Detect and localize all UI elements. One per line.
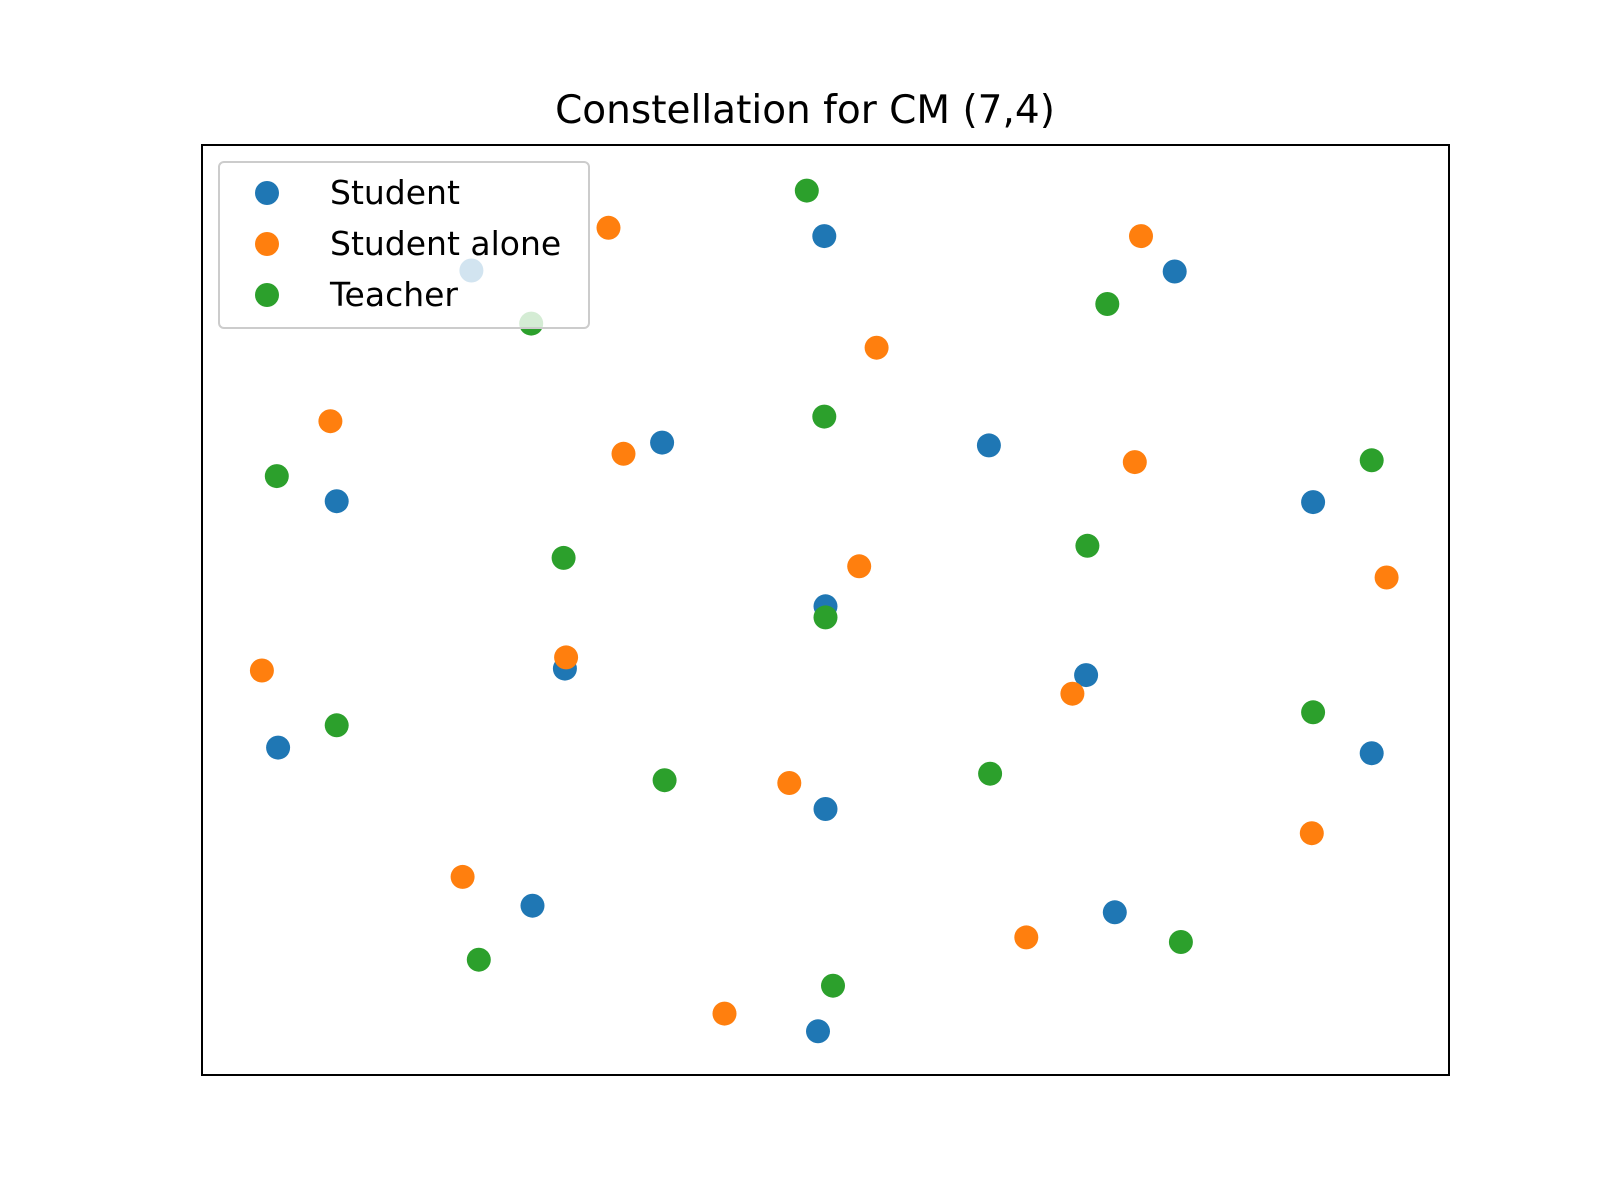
point-series-1-13 (450, 864, 475, 889)
point-series-0-11 (1359, 741, 1384, 766)
point-series-0-2 (1162, 259, 1187, 284)
point-series-2-7 (551, 545, 576, 570)
legend-box (218, 161, 590, 329)
point-series-0-4 (976, 433, 1001, 458)
legend-label-0: Student (330, 173, 460, 212)
point-series-1-5 (1122, 450, 1147, 475)
point-series-0-5 (324, 489, 349, 514)
point-series-1-15 (712, 1001, 737, 1026)
legend-label-1: Student alone (330, 224, 561, 263)
point-series-2-11 (652, 768, 677, 793)
point-series-1-14 (1014, 925, 1039, 950)
point-series-2-4 (1359, 448, 1384, 473)
point-series-2-0 (794, 178, 819, 203)
point-series-0-12 (813, 797, 838, 821)
legend-marker-2 (255, 283, 279, 307)
point-series-1-9 (249, 658, 274, 683)
legend-marker-0 (255, 181, 279, 205)
point-series-2-14 (1168, 930, 1193, 954)
point-series-2-15 (821, 973, 845, 998)
point-series-0-1 (812, 224, 837, 249)
legend: Student Student alone Teacher (218, 161, 590, 329)
chart-title: Constellation for CM (7,4) (555, 88, 1055, 133)
point-series-0-10 (266, 735, 291, 760)
point-series-1-0 (596, 215, 621, 240)
point-series-2-5 (264, 464, 289, 489)
point-series-0-14 (1102, 900, 1127, 925)
point-series-0-6 (1301, 490, 1326, 515)
point-series-2-9 (324, 713, 349, 738)
point-series-0-9 (1074, 663, 1099, 688)
point-series-1-4 (611, 441, 636, 466)
point-series-1-7 (1374, 565, 1399, 590)
point-series-1-2 (864, 335, 889, 360)
point-series-1-1 (1129, 224, 1153, 249)
legend-label-2: Teacher (329, 275, 458, 314)
point-series-2-6 (1075, 533, 1100, 558)
point-series-2-8 (813, 605, 838, 630)
point-series-2-12 (978, 761, 1003, 786)
point-series-0-15 (806, 1019, 830, 1044)
point-series-1-12 (1299, 821, 1324, 846)
point-series-2-10 (1301, 700, 1326, 725)
point-series-1-11 (777, 771, 802, 795)
plot-frame (201, 144, 1450, 1076)
point-series-2-13 (466, 947, 491, 972)
point-series-0-3 (650, 430, 675, 455)
point-series-1-3 (318, 409, 343, 434)
point-series-1-6 (847, 554, 872, 579)
point-series-2-3 (812, 404, 837, 429)
point-series-2-1 (1095, 292, 1120, 316)
point-series-0-13 (520, 893, 545, 918)
point-series-1-10 (1060, 681, 1085, 706)
point-series-1-8 (554, 645, 579, 670)
legend-marker-1 (255, 232, 279, 256)
